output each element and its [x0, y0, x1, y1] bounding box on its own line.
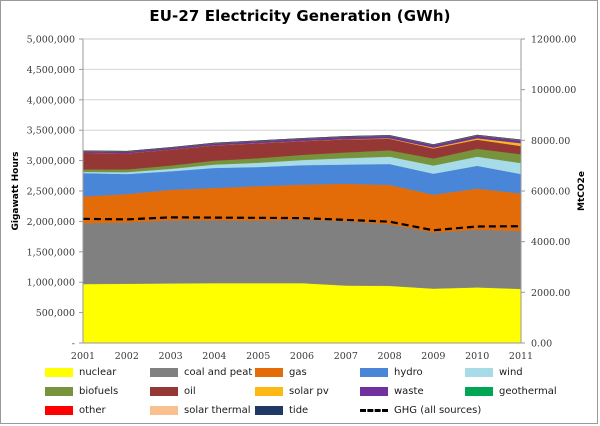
color-swatch-icon: [360, 368, 388, 377]
legend-row: other solar thermal tide GHG (all sources): [1, 401, 599, 420]
x-tick-label: 2011: [509, 351, 533, 362]
chart-legend: nuclear coal and peat gas hydro wind biofuels…: [1, 363, 599, 423]
y-tick-label: 4,000,000: [27, 95, 75, 106]
y-tick-label: 5,000,000: [27, 35, 75, 46]
color-swatch-icon: [150, 368, 178, 377]
y-tick-label: 3,000,000: [27, 156, 75, 167]
legend-label: coal and peat: [184, 367, 253, 378]
legend-item-nuclear[interactable]: nuclear: [45, 367, 150, 378]
secondary-y-tick-label: 6000.00: [531, 187, 570, 198]
secondary-y-tick-label: 8000.00: [531, 136, 570, 147]
y-tick-label: -: [72, 339, 75, 350]
secondary-y-axis-title: MtCO2e: [577, 171, 587, 211]
x-tick-label: 2004: [202, 351, 226, 362]
legend-item-wind[interactable]: wind: [465, 367, 570, 378]
legend-item-solar-thermal[interactable]: solar thermal: [150, 405, 255, 416]
color-swatch-icon: [45, 387, 73, 396]
legend-item-geothermal[interactable]: geothermal: [465, 386, 570, 397]
y-axis-tick-labels: - 500,000 1,000,000 1,500,000 2,000,000 2,500…: [27, 35, 83, 350]
y-tick-label: 2,000,000: [27, 217, 75, 228]
ghg-dashed-line: [82, 216, 522, 232]
secondary-y-tick-label: 4000.00: [531, 237, 570, 248]
y-tick-label: 1,500,000: [27, 247, 75, 258]
color-swatch-icon: [360, 387, 388, 396]
y-tick-label: 2,500,000: [27, 187, 75, 198]
x-tick-label: 2006: [290, 351, 314, 362]
y-tick-label: 3,500,000: [27, 126, 75, 137]
legend-item-other[interactable]: other: [45, 405, 150, 416]
legend-label: oil: [184, 386, 196, 397]
x-axis-tick-labels: 2001 2002 2003 2004 2005 2006 2007 2008 2009 2010…: [71, 351, 533, 362]
legend-item-biofuels[interactable]: biofuels: [45, 386, 150, 397]
legend-item-coal-and-peat[interactable]: coal and peat: [150, 367, 255, 378]
legend-label: other: [79, 405, 106, 416]
legend-label: geothermal: [499, 386, 557, 397]
legend-label: nuclear: [79, 367, 117, 378]
y-axis-title: Gigawatt Hours: [11, 151, 21, 230]
legend-item-tide[interactable]: tide: [255, 405, 360, 416]
x-tick-label: 2001: [71, 351, 95, 362]
secondary-y-tick-label: 10000.00: [531, 85, 576, 96]
legend-item-solar-pv[interactable]: solar pv: [255, 386, 360, 397]
y-tick-label: 500,000: [36, 308, 75, 319]
x-tick-label: 2010: [465, 351, 489, 362]
area-series-nuclear: [82, 282, 522, 344]
color-swatch-icon: [465, 368, 493, 377]
x-tick-label: 2003: [159, 351, 183, 362]
x-tick-label: 2007: [334, 351, 358, 362]
chart-title: EU-27 Electricity Generation (GWh): [149, 7, 451, 25]
legend-label: solar thermal: [184, 405, 251, 416]
ghg-line-series: [82, 216, 522, 232]
legend-item-waste[interactable]: waste: [360, 386, 465, 397]
legend-item-GHG-all-sources[interactable]: GHG (all sources): [360, 405, 485, 416]
x-tick-label: 2002: [115, 351, 139, 362]
legend-item-oil[interactable]: oil: [150, 386, 255, 397]
legend-label: biofuels: [79, 386, 119, 397]
legend-row: biofuels oil solar pv waste geothermal: [1, 382, 599, 401]
x-tick-label: 2008: [378, 351, 402, 362]
legend-label: waste: [394, 386, 424, 397]
color-swatch-icon: [45, 406, 73, 415]
color-swatch-icon: [45, 368, 73, 377]
legend-label: tide: [289, 405, 309, 416]
legend-label: GHG (all sources): [394, 405, 482, 416]
color-swatch-icon: [465, 387, 493, 396]
secondary-y-tick-label: 2000.00: [531, 288, 570, 299]
x-tick-label: 2005: [246, 351, 270, 362]
secondary-y-axis-tick-labels: 0.00 2000.00 4000.00 6000.00 8000.00 10000.00…: [521, 35, 576, 350]
stacked-area-series: [82, 134, 522, 344]
legend-item-hydro[interactable]: hydro: [360, 367, 465, 378]
y-tick-label: 1,000,000: [27, 278, 75, 289]
dashed-line-icon: [360, 409, 388, 412]
legend-label: hydro: [394, 367, 423, 378]
chart-plot-area: - 500,000 1,000,000 1,500,000 2,000,000 2,500…: [11, 35, 587, 363]
color-swatch-icon: [255, 387, 283, 396]
x-tick-label: 2009: [421, 351, 445, 362]
color-swatch-icon: [255, 368, 283, 377]
y-tick-label: 4,500,000: [27, 65, 75, 76]
legend-label: solar pv: [289, 386, 329, 397]
color-swatch-icon: [255, 406, 283, 415]
legend-row: nuclear coal and peat gas hydro wind: [1, 363, 599, 382]
legend-label: wind: [499, 367, 523, 378]
secondary-y-tick-label: 0.00: [531, 339, 552, 350]
secondary-y-tick-label: 12000.00: [531, 35, 576, 46]
color-swatch-icon: [150, 387, 178, 396]
color-swatch-icon: [150, 406, 178, 415]
legend-label: gas: [289, 367, 307, 378]
legend-item-gas[interactable]: gas: [255, 367, 360, 378]
